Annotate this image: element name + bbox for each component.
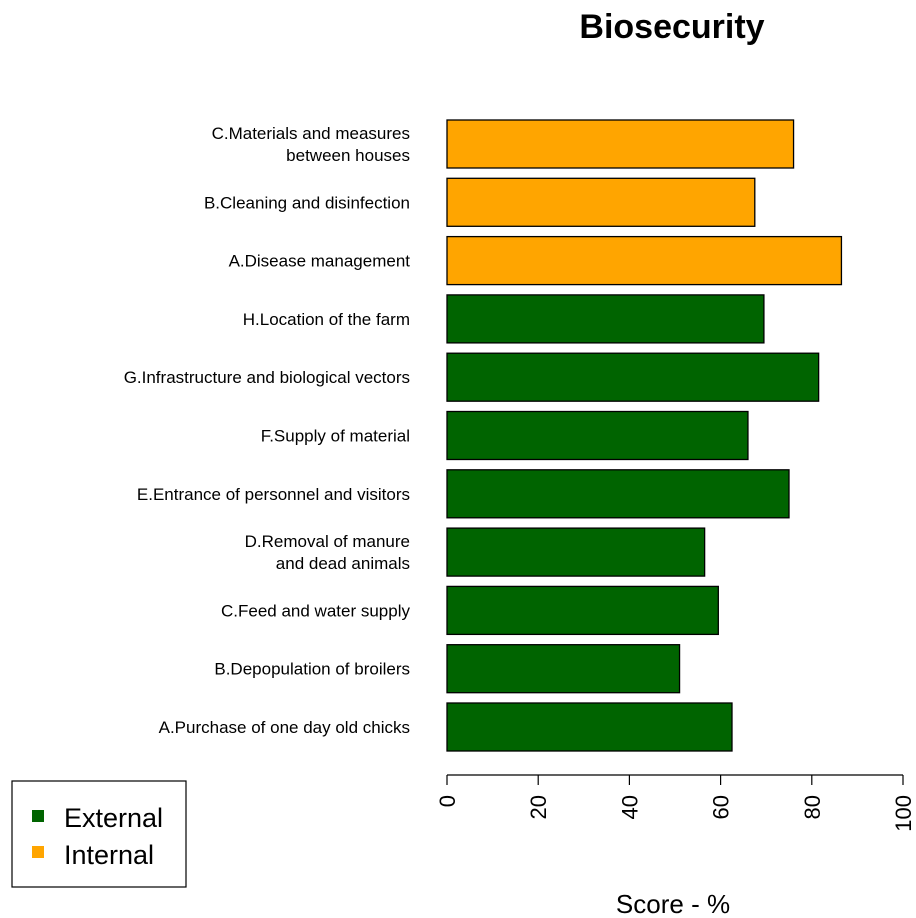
legend-label-external: External <box>64 803 163 833</box>
bar-8 <box>446 235 843 286</box>
x-axis: 0 20 40 60 80 100 <box>435 774 916 832</box>
legend-swatch-external <box>32 810 44 822</box>
category-label-5: F.Supply of material <box>261 427 410 446</box>
bar-3 <box>446 527 706 577</box>
x-tick-label-2: 40 <box>617 795 642 819</box>
category-label-7: H.Location of the farm <box>243 310 410 329</box>
category-labels: A.Purchase of one day old chicks B.Depopu… <box>124 124 411 737</box>
bar-9 <box>446 177 756 227</box>
category-label-3: D.Removal of manure and dead animals <box>245 532 410 573</box>
legend: External Internal <box>11 780 187 888</box>
bar-4 <box>446 469 790 519</box>
legend-label-internal: Internal <box>64 840 154 870</box>
bar-1 <box>446 644 681 694</box>
legend-box <box>11 780 187 888</box>
x-tick-label-4: 80 <box>800 795 825 819</box>
x-tick-label-5: 100 <box>891 795 916 832</box>
bar-5 <box>446 410 749 461</box>
x-tick-label-3: 60 <box>709 795 734 819</box>
category-label-9: B.Cleaning and disinfection <box>204 193 410 212</box>
x-tick-label-0: 0 <box>435 795 460 807</box>
bar-10 <box>446 119 795 169</box>
bar-0 <box>446 702 733 752</box>
bar-7 <box>446 294 765 344</box>
category-label-0: A.Purchase of one day old chicks <box>159 718 410 737</box>
bar-6 <box>446 352 820 402</box>
chart-title: Biosecurity <box>579 8 764 46</box>
category-label-2: C.Feed and water supply <box>221 601 410 620</box>
category-label-10: C.Materials and measures between houses <box>212 124 410 165</box>
category-label-8: A.Disease management <box>229 252 411 271</box>
category-label-6: G.Infrastructure and biological vectors <box>124 368 410 387</box>
bar-2 <box>446 585 719 636</box>
x-tick-label-1: 20 <box>526 795 551 819</box>
bars-layer <box>446 119 843 752</box>
legend-swatch-internal <box>32 846 44 858</box>
category-label-1: B.Depopulation of broilers <box>214 660 410 679</box>
x-axis-title: Score - % <box>616 889 730 918</box>
category-label-4: E.Entrance of personnel and visitors <box>137 485 410 504</box>
